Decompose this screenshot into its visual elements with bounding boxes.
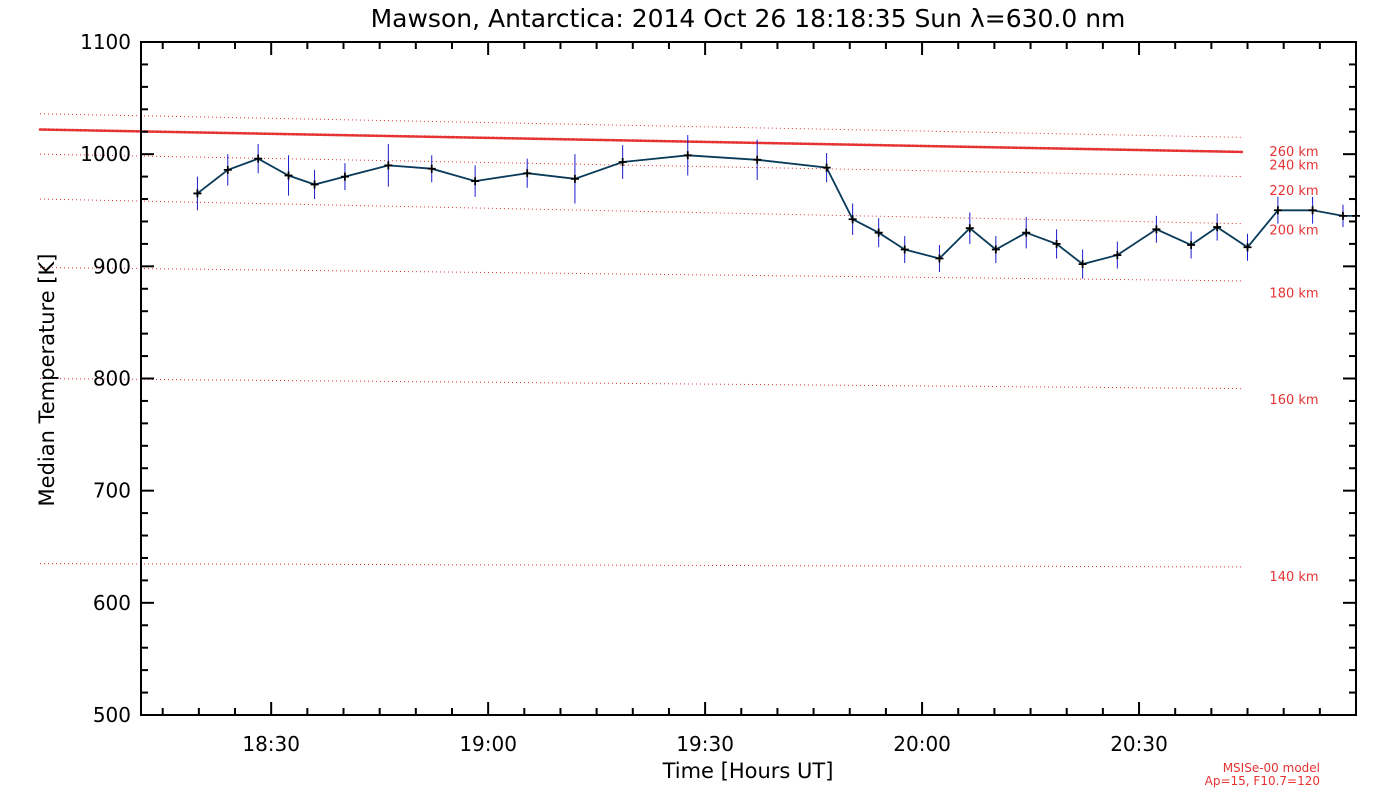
y-tick-label: 1000 <box>80 142 131 166</box>
data-point-marker <box>1308 206 1317 215</box>
y-tick-label: 900 <box>93 254 131 278</box>
data-point-marker <box>1338 211 1347 220</box>
model-level-label: 140 km <box>1269 570 1318 585</box>
data-point-marker <box>683 151 692 160</box>
model-level-260-km <box>38 128 1244 154</box>
y-tick-label: 700 <box>93 479 131 503</box>
data-point-marker <box>1052 239 1061 248</box>
model-level-220-km <box>39 153 1243 178</box>
model-level-200-km <box>39 198 1243 225</box>
data-point-marker <box>935 254 944 263</box>
data-point-marker <box>223 165 232 174</box>
data-point-marker <box>618 158 627 167</box>
chart-title: Mawson, Antarctica: 2014 Oct 26 18:18:35… <box>371 4 1126 33</box>
data-point-marker <box>310 180 319 189</box>
x-tick-label: 20:00 <box>893 732 951 756</box>
axes: 500 600 700 800 900 1000 1100 18:30 19:00 19:30 20… <box>80 30 1356 756</box>
model-level-label: 260 km <box>1269 145 1318 160</box>
data-point-marker <box>822 163 831 172</box>
model-level-label: 200 km <box>1269 223 1318 238</box>
data-point-marker <box>471 177 480 186</box>
model-level-240-km <box>39 113 1243 138</box>
data-point-marker <box>991 245 1000 254</box>
data-point-marker <box>1243 243 1252 252</box>
y-tick-label: 600 <box>93 591 131 615</box>
data-point-marker <box>1152 225 1161 234</box>
data-point-marker <box>570 174 579 183</box>
data-point-marker <box>523 169 532 178</box>
model-level-label: 180 km <box>1269 286 1318 301</box>
data-point-marker <box>1022 228 1031 237</box>
data-point-marker <box>1078 260 1087 269</box>
data-point-marker <box>384 161 393 170</box>
model-note-name: MSISe-00 model <box>1223 761 1320 775</box>
temperature-series <box>193 135 1360 279</box>
data-point-marker <box>965 224 974 233</box>
y-tick-label: 1100 <box>80 30 131 54</box>
x-tick-label: 20:30 <box>1110 732 1168 756</box>
model-note-params: Ap=15, F10.7=120 <box>1205 774 1320 788</box>
data-point-marker <box>848 215 857 224</box>
x-tick-label: 19:00 <box>459 732 517 756</box>
y-tick-label: 500 <box>93 703 131 727</box>
data-point-marker <box>874 228 883 237</box>
data-point-marker <box>1187 241 1196 250</box>
data-point-marker <box>1113 251 1122 260</box>
x-axis-label: Time [Hours UT] <box>662 759 834 783</box>
x-tick-label: 18:30 <box>242 732 300 756</box>
data-point-marker <box>753 155 762 164</box>
x-tick-label: 19:30 <box>676 732 734 756</box>
data-point-marker <box>900 245 909 254</box>
model-level-label: 240 km <box>1269 158 1318 173</box>
data-point-marker <box>254 154 263 163</box>
model-level-label: 160 km <box>1269 393 1318 408</box>
data-point-marker <box>284 171 293 180</box>
model-level-140-km <box>39 563 1243 568</box>
data-point-marker <box>340 172 349 181</box>
y-axis-label: Median Temperature [K] <box>35 254 59 507</box>
model-level-label: 220 km <box>1269 184 1318 199</box>
model-level-160-km <box>39 378 1243 390</box>
data-point-marker <box>1273 206 1282 215</box>
data-point-marker <box>427 164 436 173</box>
temperature-line <box>196 154 1356 266</box>
model-level-180-km <box>39 266 1243 282</box>
data-point-marker <box>1213 223 1222 232</box>
data-point-marker <box>193 189 202 198</box>
y-tick-label: 800 <box>93 367 131 391</box>
